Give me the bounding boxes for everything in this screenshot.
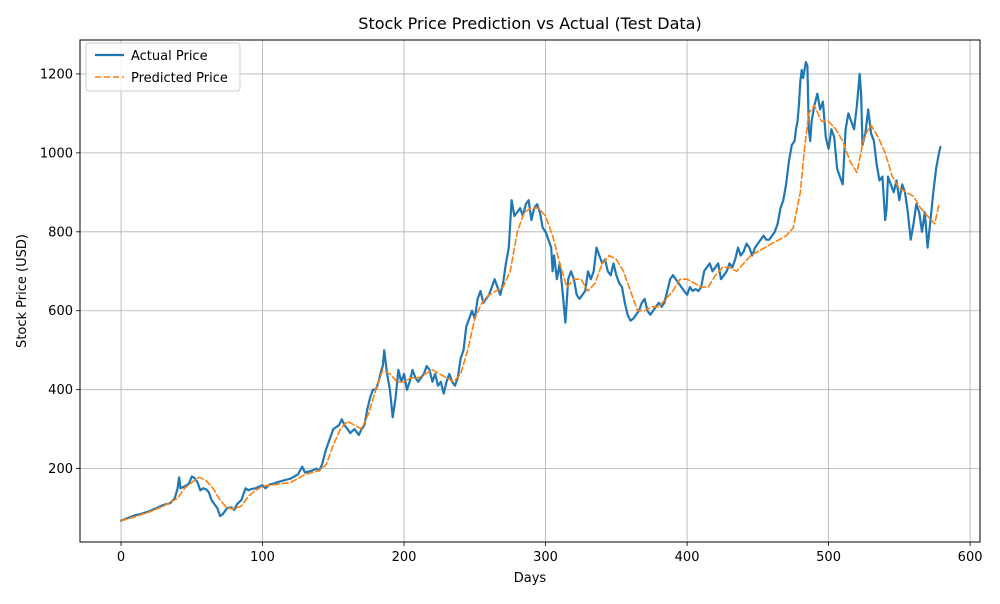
- y-tick-label: 400: [48, 383, 73, 398]
- series-line-predicted: [120, 104, 940, 522]
- y-tick-label: 600: [48, 304, 73, 319]
- x-tick-label: 600: [958, 550, 983, 565]
- chart-title: Stock Price Prediction vs Actual (Test D…: [358, 14, 701, 33]
- legend-label-predicted: Predicted Price: [131, 71, 228, 86]
- y-tick-label: 1000: [40, 146, 73, 161]
- series-line-actual: [119, 61, 942, 522]
- x-tick-label: 0: [117, 550, 125, 565]
- y-tick-label: 200: [48, 462, 73, 477]
- x-axis-ticks: 0 100 200 300 400 500 600: [117, 542, 983, 565]
- legend-box: [85, 42, 241, 92]
- y-axis-title: Stock Price (USD): [15, 234, 30, 348]
- y-axis-ticks: 200 400 600 800 1000 1200: [40, 67, 80, 477]
- legend-label-actual: Actual Price: [131, 49, 208, 64]
- y-tick-label: 1200: [40, 67, 73, 82]
- y-tick-label: 800: [48, 225, 73, 240]
- x-tick-label: 200: [392, 550, 417, 565]
- series-layer: [119, 61, 942, 522]
- plot-frame: [79, 39, 981, 543]
- x-axis-title: Days: [514, 571, 547, 586]
- x-tick-label: 100: [250, 550, 275, 565]
- x-tick-label: 500: [816, 550, 841, 565]
- x-tick-label: 300: [533, 550, 558, 565]
- grid-layer: [80, 40, 980, 542]
- x-tick-label: 400: [675, 550, 700, 565]
- legend: Actual Price Predicted Price: [85, 42, 241, 92]
